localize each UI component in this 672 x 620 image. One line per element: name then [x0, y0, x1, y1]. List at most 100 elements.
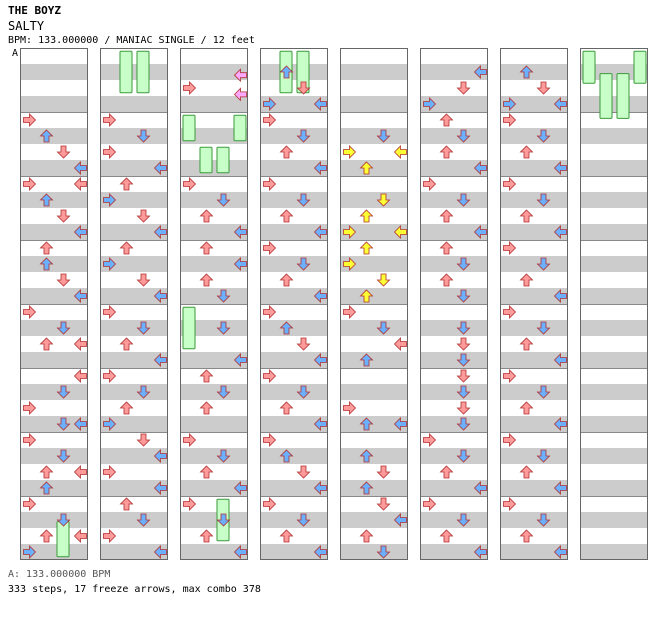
step-arrow — [393, 225, 407, 239]
step-arrow — [359, 449, 374, 463]
beat-stripe — [20, 224, 88, 240]
beat-stripe — [340, 320, 408, 336]
beat-stripe — [340, 160, 408, 176]
step-arrow — [56, 385, 71, 399]
step-arrow — [376, 273, 391, 287]
arrow-shape — [183, 81, 197, 95]
arrow-shape — [296, 513, 311, 527]
beat-stripe — [500, 352, 568, 368]
arrow-shape — [359, 353, 374, 367]
beat-stripe — [100, 224, 168, 240]
beat-stripe — [340, 64, 408, 80]
arrow-shape — [313, 417, 327, 431]
arrow-shape — [519, 209, 534, 223]
step-arrow — [56, 321, 71, 335]
beat-stripe — [20, 160, 88, 176]
beat-stripe — [180, 512, 248, 528]
arrow-shape — [56, 417, 71, 431]
beat-stripe — [340, 224, 408, 240]
step-arrow — [553, 417, 567, 431]
arrow-shape — [263, 369, 277, 383]
step-arrow — [216, 193, 231, 207]
beat-stripe — [420, 128, 488, 144]
step-arrow — [279, 65, 294, 79]
arrow-shape — [456, 337, 471, 351]
step-arrow — [313, 481, 327, 495]
step-arrow — [423, 497, 437, 511]
step-arrow — [439, 465, 454, 479]
step-arrow — [39, 337, 54, 351]
step-arrow — [263, 305, 277, 319]
step-arrow — [376, 465, 391, 479]
arrow-shape — [279, 273, 294, 287]
arrow-shape — [359, 529, 374, 543]
beat-stripe — [180, 64, 248, 80]
arrow-shape — [119, 401, 134, 415]
step-arrow — [313, 545, 327, 559]
beat-stripe — [100, 384, 168, 400]
step-arrow — [153, 225, 167, 239]
beat-stripe — [180, 288, 248, 304]
arrow-shape — [199, 241, 214, 255]
step-arrow — [233, 481, 247, 495]
step-arrow — [183, 177, 197, 191]
arrow-shape — [553, 353, 567, 367]
step-arrow — [376, 321, 391, 335]
step-arrow — [136, 321, 151, 335]
arrow-shape — [553, 417, 567, 431]
step-arrow — [233, 257, 247, 271]
step-arrow — [136, 513, 151, 527]
step-arrow — [536, 513, 551, 527]
step-arrow — [136, 433, 151, 447]
step-arrow — [23, 305, 37, 319]
chart-column — [580, 48, 648, 560]
beat-stripe — [500, 448, 568, 464]
arrow-shape — [393, 513, 407, 527]
beat-stripe — [340, 512, 408, 528]
step-arrow — [279, 273, 294, 287]
step-arrow — [56, 417, 71, 431]
step-arrow — [393, 337, 407, 351]
arrow-shape — [343, 401, 357, 415]
beat-stripe — [180, 448, 248, 464]
arrow-shape — [216, 449, 231, 463]
step-arrow — [553, 161, 567, 175]
beat-stripe — [340, 384, 408, 400]
step-arrow — [456, 401, 471, 415]
step-arrow — [73, 465, 87, 479]
step-arrow — [119, 337, 134, 351]
arrow-shape — [136, 273, 151, 287]
chart-stats: 333 steps, 17 freeze arrows, max combo 3… — [8, 584, 261, 595]
arrow-shape — [216, 385, 231, 399]
chart-column — [340, 48, 408, 560]
arrow-shape — [153, 481, 167, 495]
arrow-shape — [456, 193, 471, 207]
step-arrow — [199, 465, 214, 479]
beat-stripe — [260, 448, 328, 464]
step-arrow — [39, 529, 54, 543]
step-arrow — [313, 225, 327, 239]
arrow-shape — [199, 369, 214, 383]
beat-stripe — [420, 256, 488, 272]
beat-stripe — [500, 544, 568, 560]
beat-stripe — [580, 224, 648, 240]
step-arrow — [73, 369, 87, 383]
arrow-shape — [473, 161, 487, 175]
step-arrow — [199, 401, 214, 415]
step-arrow — [313, 97, 327, 111]
step-arrow — [103, 465, 117, 479]
step-arrow — [376, 545, 391, 559]
arrow-shape — [233, 353, 247, 367]
step-arrow — [536, 81, 551, 95]
arrow-shape — [313, 161, 327, 175]
arrow-shape — [536, 129, 551, 143]
step-arrow — [503, 113, 517, 127]
beat-stripe — [420, 224, 488, 240]
beat-stripe — [580, 448, 648, 464]
step-arrow — [73, 529, 87, 543]
arrow-shape — [56, 385, 71, 399]
arrow-shape — [119, 337, 134, 351]
step-arrow — [423, 97, 437, 111]
step-arrow — [456, 289, 471, 303]
arrow-shape — [519, 465, 534, 479]
